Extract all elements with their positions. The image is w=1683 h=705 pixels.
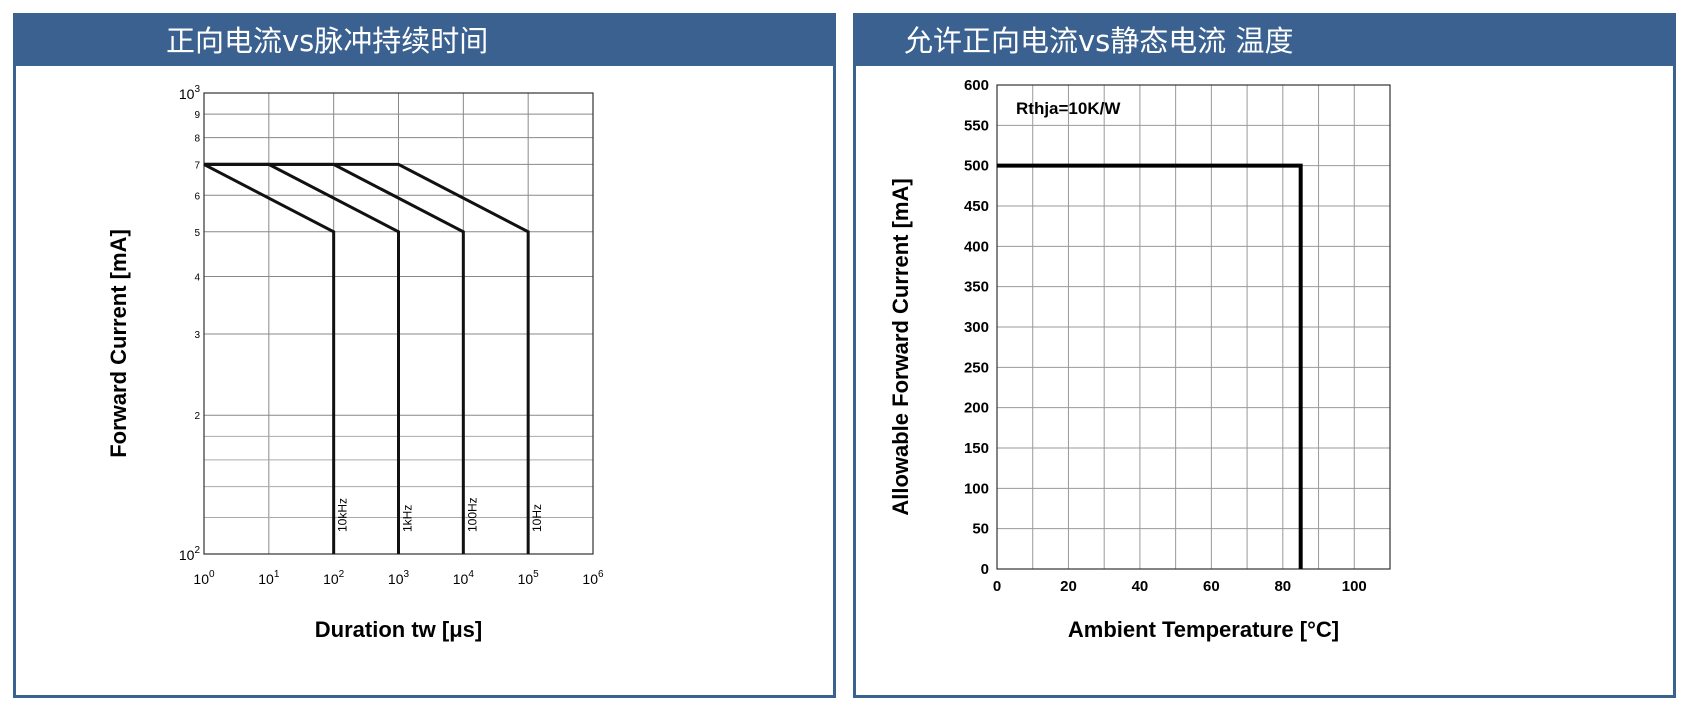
x-tick-label: 20 — [1060, 578, 1077, 595]
panel-title: 允许正向电流vs静态电流 温度 — [856, 16, 1673, 66]
series-line — [204, 162, 400, 554]
y-tick-label: 300 — [964, 319, 989, 336]
series-label: 100Hz — [465, 497, 479, 532]
y-minor-tick-label: 7 — [194, 160, 200, 171]
y-tick-label: 550 — [964, 117, 989, 134]
panel-pulse-duration: 正向电流vs脉冲持续时间 10kHz 1kHz 100Hz 10Hz 100 101 102… — [13, 13, 836, 698]
y-minor-tick-label: 2 — [194, 411, 200, 422]
y-tick-label: 150 — [964, 440, 989, 457]
y-minor-tick-label: 8 — [194, 134, 200, 145]
y-tick-label: 100 — [964, 480, 989, 497]
x-tick-label: 103 — [388, 569, 410, 587]
y-minor-tick-label: 9 — [194, 110, 200, 121]
x-tick-label: 105 — [518, 569, 540, 587]
chart-allowable-current-vs-temperature: 0 20 40 60 80 100 0 50 100 150 200 250 300 350 400 450 5… — [888, 77, 1391, 642]
chart-annotation: Rthja=10K/W — [1016, 99, 1121, 118]
y-tick-label: 350 — [964, 279, 989, 296]
y-tick-label: 500 — [964, 158, 989, 175]
x-tick-label: 106 — [582, 569, 604, 587]
y-tick-label: 400 — [964, 238, 989, 255]
series-line — [204, 162, 530, 554]
panel-title: 正向电流vs脉冲持续时间 — [16, 16, 833, 66]
x-axis-title: Ambient Temperature [°C] — [1068, 617, 1339, 642]
x-tick-label: 80 — [1274, 578, 1291, 595]
x-tick-label: 0 — [993, 578, 1001, 595]
y-minor-tick-label: 3 — [194, 330, 200, 341]
y-tick-label: 250 — [964, 359, 989, 376]
series-label: 1kHz — [401, 505, 415, 532]
x-tick-label: 40 — [1132, 578, 1149, 595]
x-axis-title: Duration tw [μs] — [315, 617, 482, 642]
y-minor-tick-label: 5 — [194, 228, 200, 239]
y-minor-tick-label: 6 — [194, 191, 200, 202]
chart-forward-current-vs-duration: 10kHz 1kHz 100Hz 10Hz 100 101 102 103 104 105 106 1… — [106, 84, 604, 642]
x-tick-label: 102 — [323, 569, 345, 587]
y-tick-label: 103 — [179, 84, 201, 102]
y-tick-label: 0 — [981, 561, 989, 578]
series-line — [203, 163, 336, 554]
y-tick-label: 450 — [964, 198, 989, 215]
x-tick-label: 100 — [1342, 578, 1367, 595]
y-axis-title: Allowable Forward Current [mA] — [888, 178, 913, 515]
y-tick-label: 200 — [964, 400, 989, 417]
y-tick-label: 102 — [179, 545, 201, 563]
x-tick-label: 101 — [258, 569, 280, 587]
y-tick-label: 600 — [964, 77, 989, 94]
series-label: 10kHz — [336, 498, 350, 532]
x-tick-label: 104 — [453, 569, 475, 587]
series-line — [997, 163, 1303, 569]
y-minor-tick-label: 4 — [194, 272, 200, 283]
y-axis-title: Forward Current [mA] — [106, 229, 131, 458]
plot-frame — [996, 84, 1391, 570]
x-tick-label: 60 — [1203, 578, 1220, 595]
y-tick-label: 50 — [972, 521, 989, 538]
x-tick-label: 100 — [193, 569, 215, 587]
panel-temperature-derating: 允许正向电流vs静态电流 温度 0 20 40 60 80 100 0 50 100 150 200… — [853, 13, 1676, 698]
series-label: 10Hz — [530, 504, 544, 532]
